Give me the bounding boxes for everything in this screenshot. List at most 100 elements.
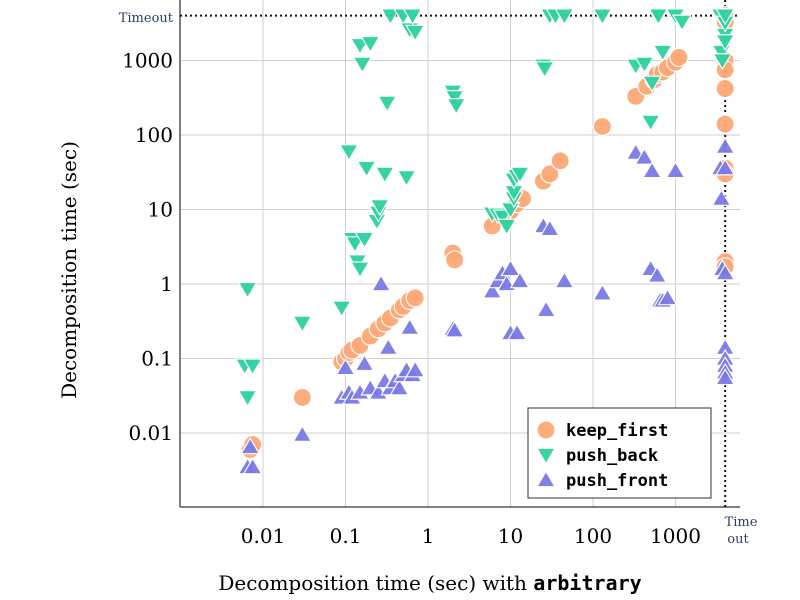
push-front-point — [405, 360, 426, 378]
x-tick-label: 1 — [422, 524, 435, 548]
push-back-point — [446, 98, 467, 116]
push-back-point — [352, 56, 373, 74]
y-tick-label: 0.1 — [141, 347, 173, 371]
push-front-point — [647, 265, 668, 283]
push-back-point — [374, 166, 395, 184]
keep-first-point — [405, 288, 425, 308]
data-points — [234, 6, 736, 475]
keep-first-point — [592, 116, 613, 137]
push-back-point — [712, 53, 733, 71]
series-push-front — [237, 136, 736, 475]
push-front-point — [634, 147, 655, 165]
keep-first-point — [715, 114, 735, 134]
timeout-label-x-line2: out — [727, 532, 749, 547]
push-back-point — [642, 75, 663, 93]
push-back-point — [344, 236, 365, 254]
push-back-point — [396, 170, 417, 188]
legend-label-push-front: push_front — [566, 471, 668, 491]
keep-first-point — [715, 78, 735, 99]
series-keep-first — [240, 6, 735, 460]
push-back-point — [671, 14, 693, 32]
x-tick-label: 0.1 — [330, 524, 362, 548]
push-back-point — [354, 231, 375, 249]
push-back-point — [500, 202, 521, 220]
push-back-point — [640, 114, 661, 132]
keep-first-point — [540, 164, 560, 184]
push-front-point — [657, 288, 678, 306]
push-back-point — [331, 300, 352, 318]
push-front-point — [378, 337, 399, 355]
push-front-point — [389, 378, 410, 396]
push-front-point — [554, 271, 575, 289]
push-back-point — [534, 61, 555, 79]
keep-first-point — [669, 47, 689, 68]
series-push-back — [234, 8, 736, 408]
push-back-point — [377, 95, 398, 113]
push-front-point — [715, 263, 736, 281]
push-back-point — [648, 8, 669, 26]
push-front-point — [240, 437, 261, 455]
push-back-point — [509, 166, 530, 184]
y-tick-label: 1000 — [122, 49, 173, 73]
push-back-point — [652, 44, 673, 62]
push-back-point — [405, 24, 426, 42]
x-tick-label: 1000 — [650, 524, 701, 548]
axes — [179, 0, 740, 508]
timeout-lines — [180, 0, 740, 507]
push-front-point — [335, 358, 356, 376]
push-front-point — [354, 354, 375, 372]
push-front-point — [642, 161, 663, 179]
push-front-point — [399, 317, 420, 335]
push-back-point — [369, 199, 390, 217]
push-back-point — [496, 218, 517, 236]
push-back-point — [360, 35, 381, 54]
keep-first-point — [292, 387, 312, 408]
legend-marker-push-front — [535, 470, 557, 488]
legend-label-keep-first: keep_first — [566, 421, 668, 441]
y-axis-label: Decomposition time (sec) — [57, 141, 81, 399]
push-back-point — [237, 390, 258, 408]
y-tick-label: 1 — [160, 272, 173, 296]
gridlines — [180, 0, 740, 507]
push-front-point — [500, 259, 521, 277]
x-tick-label: 100 — [574, 524, 612, 548]
push-back-point — [554, 8, 575, 26]
push-back-point — [592, 8, 613, 26]
push-front-point — [242, 457, 263, 475]
x-tick-labels: 0.01 0.1 1 10 100 1000 — [241, 524, 701, 548]
legend-label-push-back: push_back — [566, 446, 658, 466]
legend: keep_first push_back push_front — [527, 407, 712, 499]
push-back-point — [338, 144, 359, 162]
push-front-point — [482, 281, 503, 299]
x-tick-label: 10 — [498, 524, 523, 548]
push-back-point — [492, 209, 513, 227]
legend-marker-push-back — [535, 447, 557, 465]
y-tick-label: 0.01 — [128, 421, 173, 445]
push-front-point — [715, 158, 736, 176]
timeout-label-x-line1: Time — [725, 515, 758, 530]
push-back-point — [380, 8, 401, 26]
keep-first-point — [550, 151, 570, 171]
push-front-point — [665, 161, 686, 179]
push-front-point — [715, 136, 736, 154]
y-tick-label: 10 — [148, 198, 173, 222]
push-back-point — [715, 8, 736, 26]
push-front-point — [371, 274, 392, 292]
push-front-point — [539, 219, 560, 237]
push-back-point — [402, 8, 423, 26]
timeout-label-y: Timeout — [119, 11, 174, 26]
y-tick-labels: 0.01 0.1 1 10 100 1000 — [122, 49, 173, 446]
push-back-point — [242, 358, 263, 376]
push-front-point — [592, 283, 613, 301]
legend-marker-keep-first — [536, 420, 556, 440]
push-back-point — [237, 281, 258, 299]
y-tick-label: 100 — [135, 123, 173, 147]
push-back-point — [634, 56, 655, 74]
x-axis-label: Decomposition time (sec) with arbitrary — [218, 571, 641, 595]
legend-box — [527, 407, 712, 499]
push-front-point — [711, 188, 732, 206]
push-back-point — [356, 160, 377, 178]
push-back-point — [349, 261, 371, 279]
push-front-point — [444, 320, 465, 338]
